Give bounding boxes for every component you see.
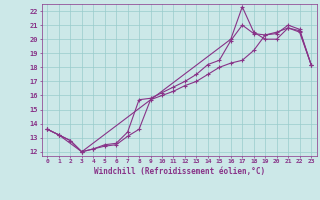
X-axis label: Windchill (Refroidissement éolien,°C): Windchill (Refroidissement éolien,°C) (94, 167, 265, 176)
